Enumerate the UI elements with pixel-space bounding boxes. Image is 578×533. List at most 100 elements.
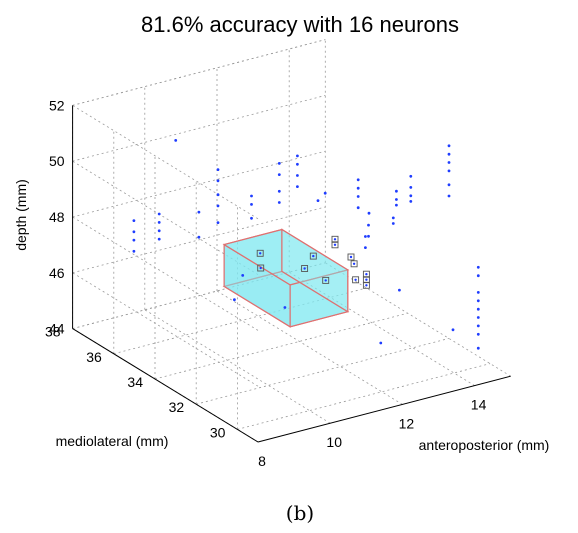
grid-line [113, 287, 367, 355]
grid-line [72, 206, 326, 274]
data-point [447, 152, 451, 156]
selected-data-point [333, 238, 337, 241]
y-tick-label: 34 [127, 374, 143, 390]
grid-line [196, 338, 450, 405]
y-tick-label: 38 [45, 324, 61, 340]
data-point [364, 246, 367, 250]
data-point [277, 201, 281, 204]
data-point [356, 206, 360, 210]
grid-line [288, 271, 475, 386]
data-point [447, 144, 451, 148]
selected-neuron-marker [362, 270, 370, 278]
selected-data-point [259, 266, 262, 270]
data-point [391, 222, 395, 225]
selected-data-point [303, 267, 306, 270]
selected-neuron-marker [362, 281, 370, 289]
data-point [476, 265, 480, 269]
selected-data-point [349, 255, 353, 259]
axes-grid [72, 39, 511, 443]
selected-neuron-marker [301, 265, 309, 272]
selected-neuron-marker [350, 260, 358, 268]
x-tick-label: 10 [326, 434, 342, 450]
data-point [395, 203, 398, 207]
selected-data-point [352, 262, 356, 265]
selected-neuron-marker [309, 252, 317, 260]
selection-box-right-face [281, 228, 349, 313]
data-point [364, 235, 367, 238]
grid-line [72, 262, 326, 329]
scatter-points [132, 139, 480, 350]
selected-data-point [365, 284, 368, 287]
data-point [367, 223, 370, 227]
data-point [398, 288, 401, 292]
data-point [197, 235, 201, 239]
data-point [157, 212, 161, 216]
data-point [241, 274, 245, 277]
data-point [277, 173, 281, 177]
data-point [216, 204, 220, 208]
selected-data-point [259, 252, 262, 255]
chart-title: 81.6% accuracy with 16 neurons [141, 12, 459, 37]
selected-data-point [312, 254, 315, 258]
selected-data-point [365, 273, 368, 276]
selected-data-point [333, 243, 337, 246]
data-point [296, 174, 299, 177]
selected-neuron-marker [331, 235, 339, 243]
x-axis-label: anteroposterior (mm) [419, 437, 550, 453]
z-tick-label: 46 [49, 265, 65, 281]
figure-caption: (b) [286, 501, 314, 525]
selection-box-front [222, 228, 370, 328]
grid-line [144, 309, 331, 424]
data-point [476, 274, 480, 278]
data-point [395, 189, 398, 193]
data-point [409, 200, 413, 203]
y-axis-label: mediolateral (mm) [56, 433, 169, 449]
z-tick-label: 50 [49, 153, 65, 169]
data-point [157, 221, 161, 224]
data-point [296, 162, 299, 166]
data-point [132, 230, 136, 234]
x-axis-line [257, 375, 511, 443]
grid-line [72, 39, 326, 106]
y-tick-label: 30 [210, 424, 226, 440]
data-point [451, 328, 455, 332]
grid-line [72, 150, 326, 218]
data-point [250, 194, 253, 198]
data-point [476, 299, 480, 303]
data-point [277, 189, 281, 193]
data-point [476, 324, 480, 328]
data-point [157, 237, 161, 241]
data-point [447, 169, 451, 173]
data-point [476, 316, 480, 319]
data-point [250, 216, 253, 220]
x-tick-label: 8 [258, 453, 266, 469]
selected-neuron-marker [322, 276, 330, 284]
data-point [277, 162, 281, 165]
z-axis-label: depth (mm) [13, 179, 29, 251]
data-point [409, 186, 413, 189]
data-point [409, 174, 413, 178]
data-point [391, 216, 395, 220]
data-point [197, 210, 201, 214]
data-point [447, 194, 451, 198]
grid-line [72, 272, 259, 387]
data-point [233, 298, 236, 302]
selection-box-back [222, 228, 350, 328]
selected-neuron-marker [256, 249, 264, 257]
grid-line [325, 262, 511, 377]
grid-line [216, 290, 403, 405]
data-point [316, 199, 320, 203]
y-tick-label: 32 [169, 399, 185, 415]
y-axis-line [72, 328, 259, 443]
data-point [296, 154, 299, 158]
selected-data-point [324, 279, 327, 282]
grid-line [72, 105, 259, 220]
data-point [447, 183, 451, 187]
y-tick-label: 36 [86, 349, 102, 365]
data-point [216, 168, 220, 172]
z-tick-label: 44 [49, 321, 65, 337]
grid-line [154, 312, 408, 380]
data-point [476, 346, 480, 350]
